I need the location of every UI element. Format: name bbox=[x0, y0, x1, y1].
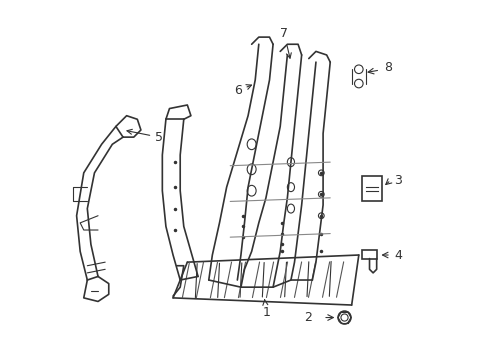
Text: 5: 5 bbox=[127, 129, 163, 144]
Text: 8: 8 bbox=[383, 61, 391, 74]
Text: 6: 6 bbox=[233, 84, 251, 97]
Text: 1: 1 bbox=[262, 300, 270, 319]
Text: 3: 3 bbox=[394, 174, 402, 186]
Text: 7: 7 bbox=[280, 27, 291, 58]
Text: 2: 2 bbox=[304, 311, 312, 324]
Text: 4: 4 bbox=[394, 248, 402, 261]
FancyBboxPatch shape bbox=[362, 176, 381, 202]
FancyBboxPatch shape bbox=[362, 249, 376, 258]
